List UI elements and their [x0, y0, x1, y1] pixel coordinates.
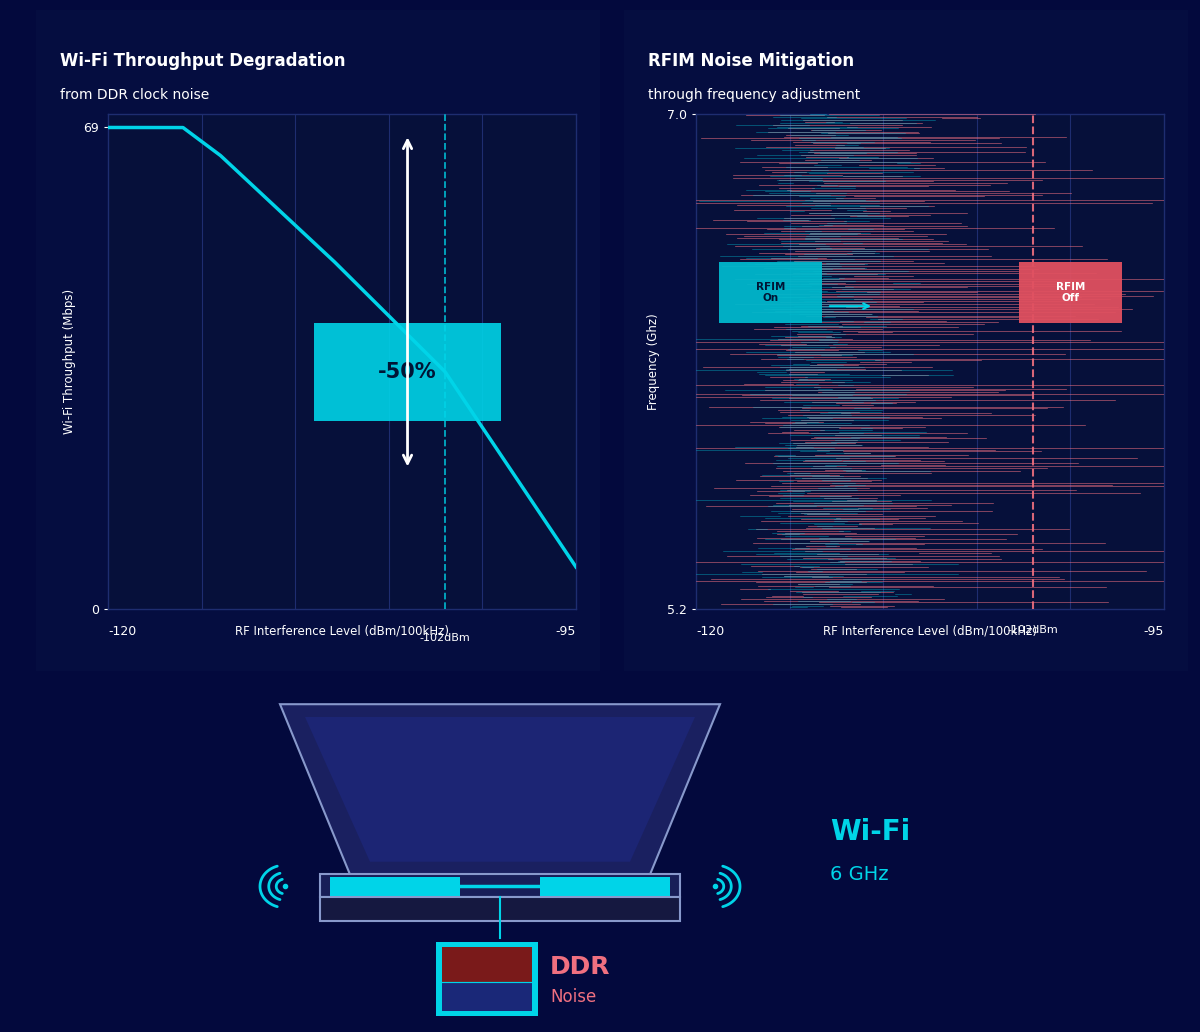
Bar [320, 874, 680, 898]
Text: DDR: DDR [550, 956, 611, 979]
Text: through frequency adjustment: through frequency adjustment [648, 88, 860, 102]
Text: -120: -120 [696, 624, 725, 638]
FancyBboxPatch shape [314, 323, 502, 420]
Polygon shape [280, 704, 720, 874]
Text: Wi-Fi Throughput Degradation: Wi-Fi Throughput Degradation [60, 52, 346, 69]
Y-axis label: Frequency (Ghz): Frequency (Ghz) [647, 313, 660, 410]
Text: Wi-Fi: Wi-Fi [830, 818, 911, 846]
Text: RFIM
Off: RFIM Off [1056, 282, 1085, 303]
Text: RF Interference Level (dBm/100kHz): RF Interference Level (dBm/100kHz) [823, 624, 1037, 638]
FancyBboxPatch shape [540, 877, 670, 896]
Text: -102dBm: -102dBm [420, 634, 470, 643]
FancyBboxPatch shape [442, 947, 532, 982]
Text: -120: -120 [108, 624, 137, 638]
Text: -95: -95 [556, 624, 576, 638]
FancyBboxPatch shape [436, 942, 538, 1015]
FancyBboxPatch shape [330, 877, 460, 896]
FancyBboxPatch shape [1019, 262, 1122, 323]
Text: Noise: Noise [550, 988, 596, 1005]
Y-axis label: Wi-Fi Throughput (Mbps): Wi-Fi Throughput (Mbps) [64, 289, 77, 433]
Text: RF Interference Level (dBm/100kHz): RF Interference Level (dBm/100kHz) [235, 624, 449, 638]
Text: RFIM Noise Mitigation: RFIM Noise Mitigation [648, 52, 854, 69]
FancyBboxPatch shape [719, 262, 822, 323]
Bar [320, 898, 680, 922]
FancyBboxPatch shape [442, 983, 532, 1010]
Text: RFIM
On: RFIM On [756, 282, 786, 303]
Text: -50%: -50% [378, 361, 437, 382]
Text: -102dBm: -102dBm [1008, 625, 1058, 636]
Text: 6 GHz: 6 GHz [830, 865, 889, 884]
Text: -95: -95 [1144, 624, 1164, 638]
Polygon shape [305, 717, 695, 862]
Text: from DDR clock noise: from DDR clock noise [60, 88, 209, 102]
